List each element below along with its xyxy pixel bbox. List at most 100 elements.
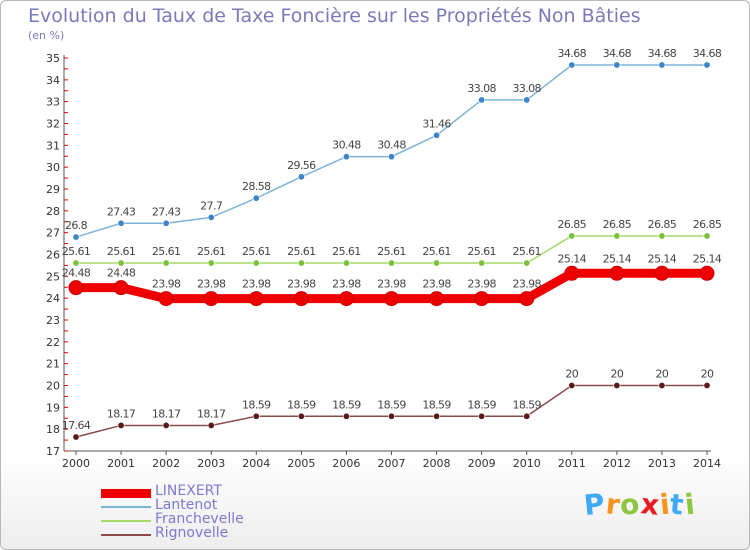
data-point (658, 381, 666, 389)
data-point (252, 412, 260, 420)
y-tick-label: 30 (46, 161, 60, 174)
data-label: 26.8 (65, 219, 88, 232)
x-tick-label: 2008 (423, 457, 451, 470)
data-point (158, 291, 174, 307)
data-label: 25.61 (287, 245, 316, 258)
data-label: 34.68 (693, 47, 722, 60)
data-label: 25.14 (648, 252, 677, 265)
y-tick-label: 19 (46, 401, 60, 414)
data-point (387, 259, 395, 267)
data-point (342, 259, 350, 267)
data-point (72, 433, 80, 441)
data-label: 31.46 (422, 117, 451, 130)
data-label: 25.61 (62, 245, 91, 258)
proxiti-logo: Proxiti (582, 487, 697, 522)
data-label: 23.98 (512, 278, 541, 291)
data-point (72, 233, 80, 241)
x-tick-label: 2013 (648, 457, 676, 470)
data-point (117, 219, 125, 227)
data-label: 27.43 (107, 205, 136, 218)
y-tick-label: 29 (46, 183, 60, 196)
data-label: 23.98 (242, 278, 271, 291)
y-tick-label: 31 (46, 139, 60, 152)
data-point (523, 259, 531, 267)
data-point (613, 232, 621, 240)
labels-rignovelle: 17.64 18.17 18.17 18.17 18.59 18.59 18.59 18.59… (62, 368, 715, 433)
data-label: 23.98 (467, 278, 496, 291)
data-point (117, 421, 125, 429)
data-label: 20 (656, 368, 669, 381)
data-point (568, 381, 576, 389)
series-linexert (68, 265, 715, 307)
logo-letter: i (682, 487, 697, 522)
data-point (297, 412, 305, 420)
data-label: 25.14 (693, 252, 722, 265)
data-point (519, 291, 535, 307)
series-lantenot (72, 61, 711, 241)
y-tick-label: 33 (46, 96, 60, 109)
data-label: 24.48 (62, 267, 91, 280)
data-label: 23.98 (422, 278, 451, 291)
x-tick-label: 2005 (287, 457, 315, 470)
data-point (68, 280, 84, 296)
y-tick-label: 32 (46, 118, 60, 131)
data-label: 25.61 (377, 245, 406, 258)
data-label: 27.43 (152, 205, 181, 218)
data-label: 18.59 (287, 398, 316, 411)
data-label: 18.17 (197, 407, 226, 420)
data-label: 25.61 (152, 245, 181, 258)
data-label: 23.98 (197, 278, 226, 291)
data-label: 26.85 (648, 218, 677, 231)
data-label: 25.61 (512, 245, 541, 258)
data-label: 25.14 (603, 252, 632, 265)
data-point (342, 153, 350, 161)
data-label: 18.17 (107, 407, 136, 420)
data-point (338, 291, 354, 307)
labels-linexert: 24.48 24.48 23.98 23.98 23.98 23.98 23.98 23.98… (62, 252, 723, 291)
data-point (703, 61, 711, 69)
x-tick-label: 2012 (603, 457, 631, 470)
data-point (703, 232, 711, 240)
legend-label: Rignovelle (155, 525, 229, 541)
data-point (568, 232, 576, 240)
series-franchevelle (72, 232, 711, 267)
legend-swatch (101, 506, 151, 508)
data-label: 23.98 (377, 278, 406, 291)
data-point (613, 61, 621, 69)
chart-title: Evolution du Taux de Taxe Foncière sur l… (28, 5, 641, 27)
x-tick-label: 2000 (62, 457, 90, 470)
data-label: 23.98 (332, 278, 361, 291)
data-point (207, 259, 215, 267)
data-point (113, 280, 129, 296)
data-label: 30.48 (332, 139, 361, 152)
data-point (699, 265, 715, 281)
x-tick-label: 2014 (693, 457, 721, 470)
data-point (654, 265, 670, 281)
data-point (117, 259, 125, 267)
labels-franchevelle: 25.61 25.61 25.61 25.61 25.61 25.61 25.61 25.61… (62, 218, 723, 258)
legend-swatch (101, 534, 151, 536)
x-tick-label: 2011 (558, 457, 586, 470)
data-label: 18.59 (467, 398, 496, 411)
data-point (207, 421, 215, 429)
y-tick-label: 20 (46, 380, 60, 393)
series-rignovelle (72, 381, 711, 441)
y-tick-label: 23 (46, 314, 60, 327)
data-point (384, 291, 399, 307)
data-label: 25.14 (558, 252, 587, 265)
data-label: 25.61 (332, 245, 361, 258)
data-point (203, 291, 219, 307)
data-label: 18.59 (422, 398, 451, 411)
data-point (293, 291, 309, 307)
data-point (252, 259, 260, 267)
data-label: 34.68 (558, 47, 587, 60)
data-point (474, 291, 490, 307)
data-label: 20 (701, 368, 714, 381)
legend-swatch (101, 488, 151, 498)
x-tick-label: 2002 (152, 457, 180, 470)
data-label: 25.61 (107, 245, 136, 258)
data-point (433, 412, 441, 420)
data-point (72, 259, 80, 267)
